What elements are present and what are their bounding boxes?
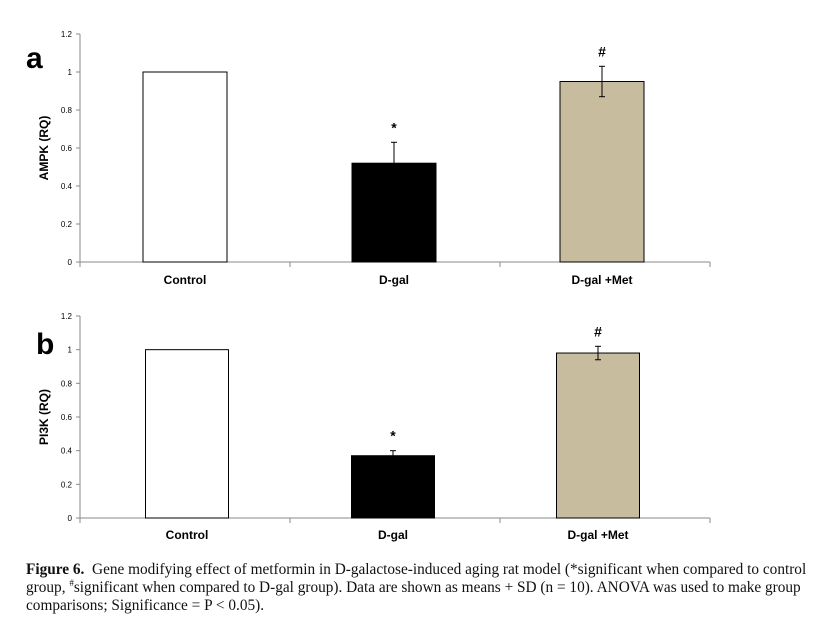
x-category-label: D-gal [378, 528, 408, 542]
y-axis-label: AMPK (RQ) [37, 116, 51, 181]
bar [351, 455, 435, 519]
significance-marker: * [390, 428, 396, 444]
y-tick-label: 0.8 [61, 106, 73, 115]
caption-text-2: significant when compared to D-gal group… [26, 579, 801, 614]
panel-label: b [36, 328, 54, 361]
y-tick-label: 0.6 [61, 144, 73, 153]
y-tick-label: 0 [68, 258, 73, 267]
caption-label: Figure 6. [26, 561, 85, 578]
x-category-label: D-gal [379, 273, 409, 287]
y-tick-label: 1.2 [61, 30, 73, 39]
panel-b-chart: b PI3K (RQ) 0 0.2 0.4 0.6 0.8 1 1.2 Control * D-gal… [36, 312, 711, 542]
caption-hash: # [69, 577, 74, 588]
y-axis-label: PI3K (RQ) [37, 389, 51, 445]
panel-label: a [26, 42, 43, 75]
x-category-label: D-gal +Met [571, 273, 632, 287]
x-category-label: D-gal +Met [567, 528, 628, 542]
x-category-label: Control [166, 528, 209, 542]
significance-marker: * [391, 119, 397, 135]
panel-a-chart: a AMPK (RQ) 0 0.2 0.4 0.6 0.8 1 1.2 Control * D-gal… [26, 30, 711, 287]
significance-marker: # [594, 323, 602, 339]
y-tick-label: 0.2 [61, 480, 73, 489]
y-tick-label: 0 [68, 514, 73, 523]
y-tick-label: 0.2 [61, 220, 73, 229]
significance-marker: # [598, 43, 606, 59]
y-tick-label: 0.4 [61, 447, 73, 456]
y-tick-label: 0.8 [61, 379, 73, 388]
y-tick-label: 0.6 [61, 413, 73, 422]
y-tick-label: 1 [68, 68, 73, 77]
bar [142, 71, 228, 263]
y-tick-label: 0.4 [61, 182, 73, 191]
bar [556, 352, 640, 519]
bar [559, 81, 645, 263]
y-tick-label: 1.2 [61, 312, 73, 321]
x-category-label: Control [164, 273, 207, 287]
caption-text-1: Gene modifying effect of metformin in D-… [26, 561, 807, 596]
figure-caption: Figure 6. Gene modifying effect of metfo… [26, 561, 826, 615]
y-tick-label: 1 [68, 346, 73, 355]
bar [145, 349, 229, 519]
